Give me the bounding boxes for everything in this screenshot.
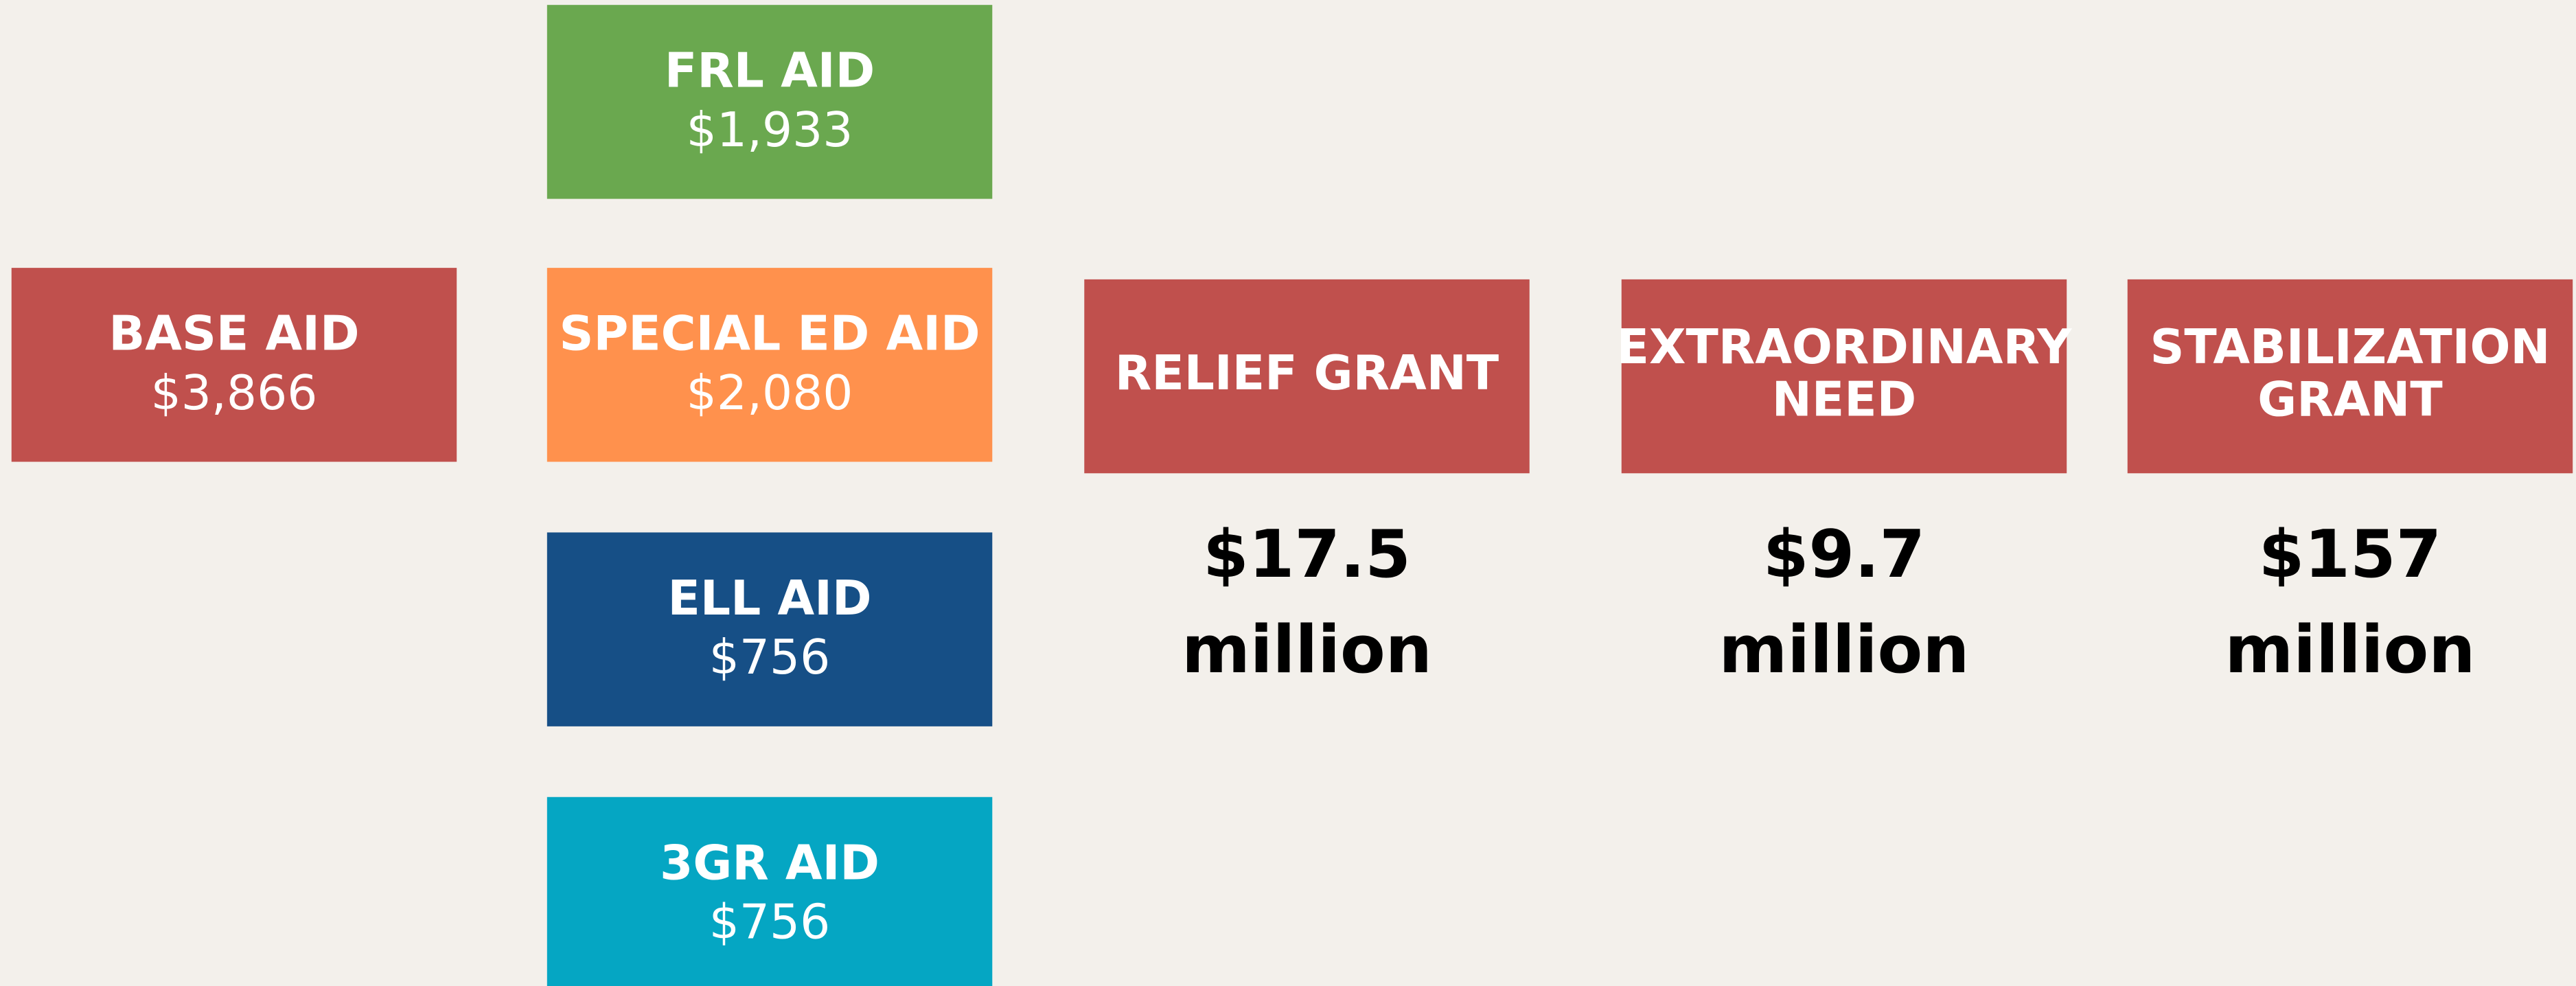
aid-amount: $756 [709,630,831,685]
grant-label: EXTRAORDINARY [1617,320,2072,375]
grant-amount: $9.7 [1763,516,1925,593]
grant-label: NEED [1772,372,1916,427]
aid-box [547,532,993,726]
aid-amount: $756 [709,895,831,950]
grant-amount: million [1719,611,1970,688]
grant-label: GRANT [2257,372,2442,427]
grant-amount: million [1182,611,1432,688]
aid-box [547,268,993,462]
aid-amount: $2,080 [687,366,853,421]
aid-amount: $1,933 [687,103,853,158]
grant-label: RELIEF GRANT [1115,346,1499,401]
grant-amount: $17.5 [1203,516,1411,593]
aid-label: ELL AID [668,571,872,626]
grant-amount: $157 [2259,516,2441,593]
aid-label: 3GR AID [660,836,879,891]
aid-box [11,268,457,462]
aid-label: FRL AID [665,44,875,99]
aid-label: SPECIAL ED AID [559,307,980,362]
grant-label: STABILIZATION [2150,320,2550,375]
grant-amount: million [2225,611,2476,688]
aid-box [547,796,993,986]
aid-box [547,5,993,199]
grant-box [2127,279,2573,474]
aid-label: BASE AID [108,307,359,362]
aid-amount: $3,866 [151,366,318,421]
grant-box [1621,279,2067,474]
grant-box [1084,279,1530,474]
